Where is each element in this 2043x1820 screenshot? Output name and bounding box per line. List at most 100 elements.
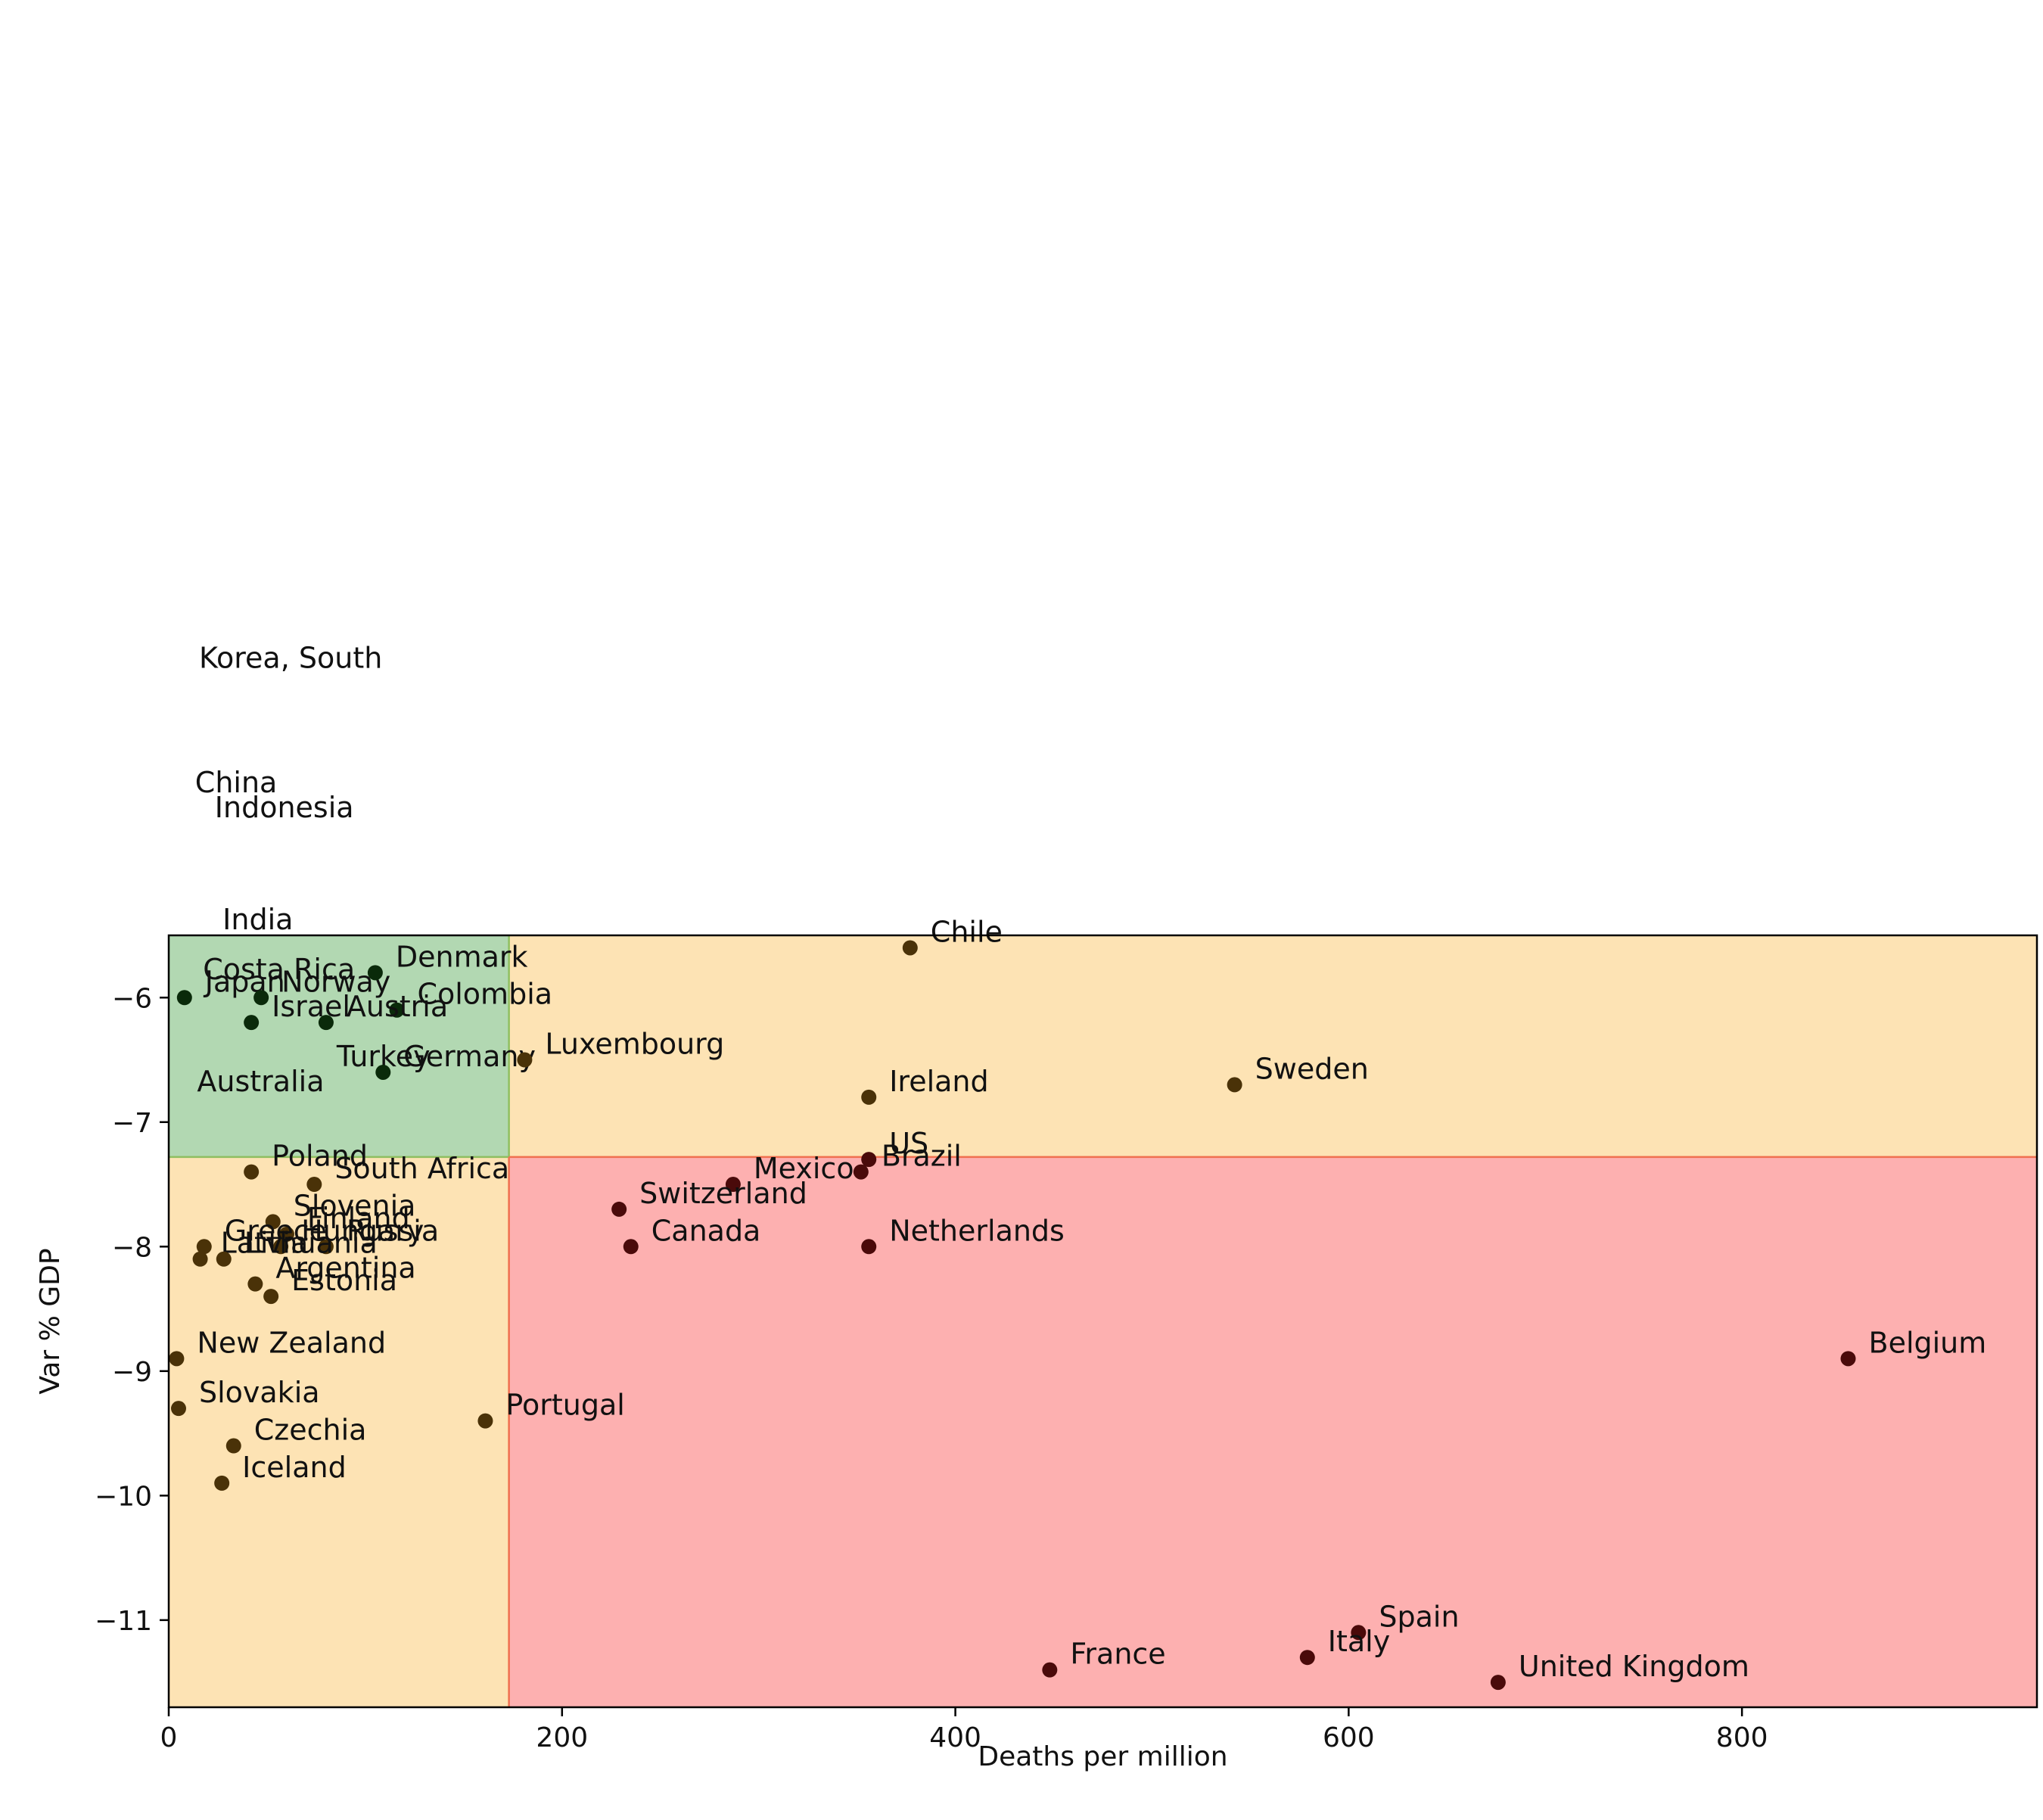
data-point (611, 1201, 627, 1217)
data-point (306, 1177, 322, 1193)
point-label: Denmark (396, 940, 528, 973)
data-point (861, 1239, 877, 1255)
point-label: Brazil (882, 1140, 962, 1173)
x-axis-label: Deaths per million (978, 1741, 1227, 1772)
data-point (1299, 1650, 1315, 1666)
point-label: Hungary (301, 1214, 424, 1247)
offscale-point-label: India (222, 903, 293, 936)
x-tick-label: 800 (1716, 1722, 1768, 1753)
data-point (265, 1214, 281, 1230)
point-label: Colombia (417, 978, 552, 1011)
point-label: Portugal (505, 1389, 624, 1422)
y-tick-label: −10 (95, 1481, 152, 1512)
point-label: Mexico (754, 1152, 854, 1185)
data-point (225, 1438, 241, 1454)
data-point (1840, 1351, 1856, 1367)
point-label: United Kingdom (1519, 1650, 1749, 1683)
y-tick-label: −8 (112, 1232, 152, 1263)
offscale-point-label: Korea, South (199, 642, 382, 675)
point-label: Spain (1379, 1600, 1459, 1633)
point-label: Slovakia (199, 1376, 320, 1409)
point-label: Slovenia (294, 1189, 416, 1222)
point-label: Poland (272, 1140, 368, 1173)
y-tick-label: −6 (112, 983, 152, 1014)
point-label: Chile (931, 915, 1003, 948)
good-region (169, 935, 509, 1157)
data-point (170, 1401, 186, 1417)
x-tick-label: 0 (160, 1722, 178, 1753)
quadrant-regions (169, 935, 2037, 1707)
point-label: Sweden (1255, 1052, 1369, 1085)
x-tick-label: 400 (929, 1722, 981, 1753)
y-axis: −6 −7 −8 −9 −10 −11 (95, 983, 169, 1637)
data-point (1227, 1077, 1242, 1093)
data-point (253, 990, 269, 1006)
data-point (214, 1475, 230, 1491)
point-label: Germany (403, 1040, 536, 1073)
point-label: France (1070, 1638, 1165, 1671)
data-point (247, 1276, 263, 1292)
data-point (244, 1164, 260, 1180)
point-label: Canada (651, 1214, 761, 1247)
plot-frame (167, 934, 2038, 1709)
point-label: Czechia (254, 1414, 367, 1447)
data-point (375, 1064, 391, 1080)
point-label: Russia (347, 1214, 439, 1247)
data-point (367, 965, 383, 981)
data-point (176, 990, 192, 1006)
point-label: Netherlands (889, 1214, 1065, 1247)
offscale-point-label: Indonesia (215, 791, 354, 824)
data-point (263, 1289, 279, 1305)
data-point (1490, 1675, 1506, 1691)
point-label: Austria (347, 990, 448, 1023)
y-tick-label: −11 (95, 1606, 152, 1637)
point-label: Argentina (275, 1252, 415, 1285)
data-point (244, 1015, 260, 1031)
offscale-point-label: Australia (197, 1065, 324, 1098)
data-point (389, 1002, 405, 1018)
data-point (477, 1413, 493, 1429)
x-tick-label: 200 (536, 1722, 588, 1753)
data-point (318, 1239, 334, 1255)
point-label: Israel (272, 990, 350, 1023)
point-label: New Zealand (197, 1326, 386, 1359)
point-label: US (889, 1127, 928, 1160)
bad-region (508, 1156, 2037, 1707)
data-point (1042, 1662, 1058, 1678)
point-label: South Africa (334, 1152, 509, 1185)
point-label: Latvia (221, 1227, 309, 1260)
data-point (196, 1239, 212, 1255)
data-point (623, 1239, 639, 1255)
point-label: Iceland (242, 1451, 347, 1484)
offscale-point-label: China (195, 766, 278, 799)
point-label: Italy (1328, 1625, 1390, 1658)
data-point (902, 940, 918, 956)
x-axis: 0 200 400 600 800 (160, 1707, 1768, 1753)
point-label: Ireland (889, 1065, 988, 1098)
point-label: Lithuania (244, 1227, 378, 1260)
data-point (517, 1052, 533, 1068)
data-point (861, 1089, 877, 1105)
offscale-point-label: Costa Rica (203, 953, 355, 986)
point-label: Belgium (1869, 1326, 1987, 1359)
point-label: Estonia (291, 1264, 397, 1297)
data-point (216, 1251, 232, 1267)
point-label: Luxembourg (545, 1028, 724, 1061)
data-point (278, 1226, 294, 1242)
point-label: Japan (204, 965, 285, 998)
data-point (725, 1177, 741, 1193)
data-points: JapanNorwayDenmarkColombiaIsraelAustriaG… (169, 915, 1987, 1691)
data-point (273, 1239, 289, 1255)
data-point (318, 1015, 334, 1031)
data-point (192, 1251, 208, 1267)
point-label: Switzerland (639, 1177, 807, 1210)
data-point (169, 1351, 185, 1367)
y-tick-label: −9 (112, 1357, 152, 1388)
point-label: Finland (307, 1202, 410, 1235)
y-tick-label: −7 (112, 1108, 152, 1139)
data-point (853, 1164, 869, 1180)
x-tick-label: 600 (1323, 1722, 1375, 1753)
